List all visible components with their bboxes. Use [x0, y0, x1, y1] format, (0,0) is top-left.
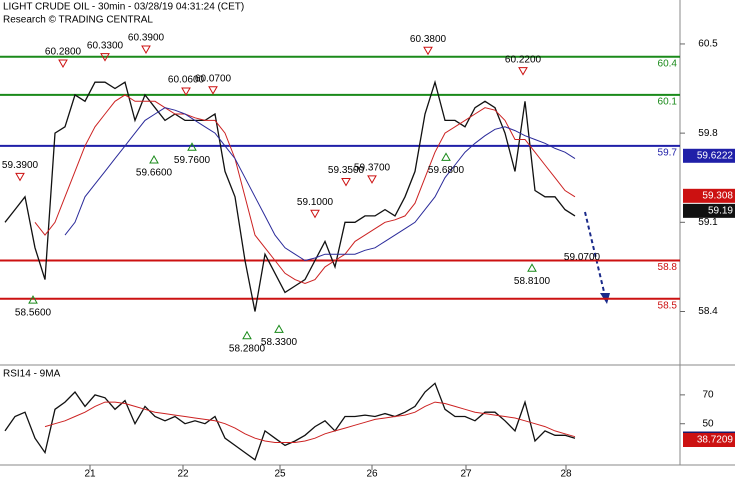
annotation-label: 60.3800	[410, 34, 447, 45]
annotation-label: 60.0700	[195, 73, 232, 84]
series-line	[44, 401, 576, 443]
annotation-label: 59.7600	[174, 155, 211, 166]
level-label: 60.1	[658, 97, 678, 108]
last-value-label: 59.308	[702, 190, 733, 201]
high-marker	[58, 59, 68, 68]
high-marker	[15, 172, 25, 182]
annotation-label: 60.2200	[505, 54, 542, 65]
last-value-box	[683, 433, 735, 448]
y-tick-label: 59.1	[698, 217, 718, 228]
low-marker	[187, 142, 197, 151]
annotation-label: 59.0700	[564, 252, 601, 263]
low-marker	[149, 154, 159, 164]
y-tick-label: 60.5	[698, 39, 718, 50]
low-marker	[441, 152, 451, 161]
x-tick-label: 25	[274, 469, 286, 480]
high-marker	[208, 86, 218, 95]
x-tick-label: 21	[84, 469, 96, 480]
indicator-title: RSI14 - 9MA	[3, 369, 61, 380]
y-tick-label: 70	[702, 390, 714, 401]
level-label: 60.4	[658, 58, 678, 69]
last-value-box	[683, 148, 735, 163]
annotation-label: 58.3300	[261, 337, 298, 348]
high-marker	[341, 177, 351, 187]
annotation-label: 59.3500	[328, 165, 365, 176]
low-marker	[242, 330, 252, 340]
last-value-label: 59.6222	[697, 150, 734, 161]
chart-subtitle: Research © TRADING CENTRAL	[3, 15, 153, 26]
high-marker	[423, 46, 433, 56]
high-marker	[181, 87, 191, 97]
annotation-label: 60.3900	[128, 33, 165, 44]
level-label: 59.7	[658, 148, 678, 159]
high-marker	[141, 45, 151, 54]
high-marker	[310, 209, 320, 219]
y-tick-label: 59.8	[698, 128, 718, 139]
x-tick-label: 27	[460, 469, 472, 480]
x-tick-label: 28	[560, 469, 572, 480]
annotation-label: 58.2800	[229, 343, 266, 354]
last-value-box	[683, 188, 735, 203]
last-value-box	[683, 203, 735, 218]
annotation-label: 60.3300	[87, 40, 124, 51]
annotation-label: 59.3700	[354, 163, 391, 174]
annotation-label: 60.0600	[168, 75, 205, 86]
high-marker	[100, 53, 110, 62]
y-tick-label: 50	[702, 418, 714, 429]
high-marker	[367, 175, 377, 184]
x-tick-label: 22	[177, 469, 189, 480]
annotation-label: 58.8100	[514, 276, 551, 287]
series-line	[64, 107, 576, 262]
chart-title: LIGHT CRUDE OIL - 30min - 03/28/19 04:31…	[3, 2, 244, 13]
series-line	[4, 79, 576, 312]
series-line	[4, 382, 576, 461]
low-marker	[28, 295, 38, 304]
high-marker	[518, 67, 528, 76]
forecast-arrow	[584, 211, 606, 297]
annotation-label: 59.6800	[428, 165, 465, 176]
last-value-label: 59.19	[708, 205, 733, 216]
y-tick-label: 58.4	[698, 306, 718, 317]
annotation-label: 59.3900	[2, 160, 39, 171]
annotation-label: 58.5600	[15, 308, 52, 319]
low-marker	[274, 324, 284, 333]
series-line	[34, 94, 576, 285]
level-label: 58.8	[658, 262, 678, 273]
last-value-label: 38.7209	[697, 435, 734, 446]
annotation-label: 60.2800	[45, 47, 82, 58]
x-tick-label: 26	[366, 469, 378, 480]
level-label: 58.5	[658, 300, 678, 311]
annotation-label: 59.6600	[136, 168, 173, 179]
annotation-label: 59.1000	[297, 197, 334, 208]
low-marker	[527, 263, 537, 272]
